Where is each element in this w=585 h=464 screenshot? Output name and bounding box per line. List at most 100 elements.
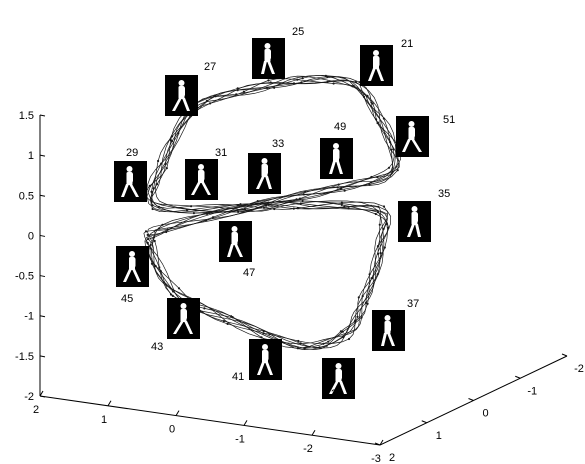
trajectory-point	[357, 296, 360, 299]
trajectory-point	[376, 211, 379, 214]
trajectory-point	[383, 246, 386, 249]
trajectory-point	[268, 333, 271, 336]
trajectory-point	[144, 230, 148, 233]
trajectory-point	[226, 322, 229, 325]
walking-person-silhouette-icon	[123, 251, 141, 282]
trajectory-point	[341, 330, 344, 333]
x-tick-label: -2	[303, 443, 313, 455]
silhouette-frame	[248, 153, 281, 194]
trajectory-point	[155, 183, 159, 186]
silhouette-frame	[398, 201, 431, 242]
trajectory-point	[299, 202, 302, 205]
trajectory-point	[302, 193, 305, 196]
silhouette-frame	[320, 138, 353, 179]
trajectory-cycle-line	[145, 79, 400, 349]
frame-number-label: 51	[443, 114, 455, 126]
trajectory-point	[177, 287, 181, 290]
silhouette-frame	[322, 358, 355, 399]
z-tick-mark	[39, 275, 46, 278]
y-tick-mark	[374, 442, 381, 446]
x-tick-mark	[39, 390, 44, 397]
walking-person-silhouette-icon	[329, 143, 343, 174]
trajectory-point	[165, 167, 168, 170]
trajectory-point	[352, 84, 355, 87]
y-tick-label: -2	[574, 363, 584, 375]
trajectory-point	[242, 90, 245, 93]
walking-person-silhouette-icon	[407, 206, 421, 237]
trajectory-point	[332, 82, 335, 85]
frame-number-label: 25	[292, 26, 304, 38]
trajectory-point	[368, 183, 371, 186]
frame-number-label: 35	[438, 188, 450, 200]
z-tick-mark	[39, 154, 46, 157]
walking-person-silhouette-icon	[256, 158, 272, 189]
trajectory-point	[378, 223, 381, 226]
frame-number-label: 41	[232, 371, 244, 383]
z-tick-label: -1	[24, 311, 34, 323]
trajectory-point	[236, 89, 239, 92]
walking-person-silhouette-icon	[172, 80, 190, 111]
trajectory-point	[301, 77, 304, 80]
walking-person-silhouette-icon	[191, 164, 211, 195]
x-tick-label: -3	[371, 453, 381, 464]
trajectory-point	[212, 216, 215, 219]
trajectory-point	[161, 223, 164, 226]
x-tick-mark	[311, 429, 316, 436]
trajectory-point	[151, 207, 154, 211]
walking-person-silhouette-icon	[368, 50, 384, 81]
y-tick-mark	[421, 420, 427, 424]
trajectory-point	[387, 166, 391, 169]
trajectory-point	[296, 78, 299, 81]
y-tick-mark	[515, 375, 521, 379]
walking-person-silhouette-icon	[329, 363, 347, 394]
silhouette-frame	[372, 310, 405, 351]
trajectory-point	[203, 307, 206, 310]
z-tick-label: 0.5	[19, 190, 34, 202]
y-tick-mark	[468, 398, 474, 401]
trajectory-point	[160, 162, 163, 165]
silhouette-frame	[167, 298, 200, 339]
trajectory-point	[256, 200, 259, 203]
silhouette-frame	[116, 246, 149, 287]
frame-labels: 25 21 27 51 49 33 29 31 35 47 45 43 37 41 39	[121, 26, 455, 400]
trajectory-point	[205, 212, 209, 215]
walking-person-silhouette-icon	[261, 43, 275, 74]
trajectory-point	[222, 320, 225, 323]
trajectory-point	[243, 207, 246, 211]
trajectory-point	[343, 189, 346, 192]
silhouette-frame	[249, 339, 282, 380]
trajectory-point	[379, 251, 382, 255]
trajectory-point	[354, 319, 357, 322]
trajectory-point	[370, 181, 373, 184]
frame-number-label: 45	[121, 293, 133, 305]
silhouette-frame	[360, 45, 393, 86]
z-tick-mark	[39, 194, 46, 197]
silhouette-frame	[252, 38, 285, 79]
frame-number-label: 37	[407, 298, 419, 310]
trajectory-point	[370, 101, 373, 104]
z-tick-mark	[39, 234, 46, 237]
z-tick-mark	[39, 355, 46, 358]
trajectory-point	[382, 205, 386, 208]
frame-number-label: 27	[204, 61, 216, 73]
trajectory-point	[190, 205, 193, 208]
x-tick-mark	[243, 420, 248, 426]
trajectory-point	[298, 197, 302, 200]
trajectory-point	[370, 277, 373, 280]
y-tick-label: -1	[527, 385, 537, 397]
x-tick-label: -1	[235, 433, 245, 445]
z-tick-mark	[39, 395, 46, 398]
z-tick-label: -0.5	[15, 271, 34, 283]
walking-person-silhouette-icon	[257, 344, 273, 375]
walking-person-silhouette-icon	[227, 226, 243, 257]
trajectory-point	[337, 183, 340, 186]
z-tick-label: -1.5	[15, 351, 34, 363]
frame-number-label: 39	[331, 388, 343, 400]
y-tick-label: 2	[389, 452, 395, 464]
trajectory-cycle-line	[151, 74, 396, 349]
silhouette-frame	[219, 221, 252, 262]
trajectory-point	[151, 204, 154, 207]
